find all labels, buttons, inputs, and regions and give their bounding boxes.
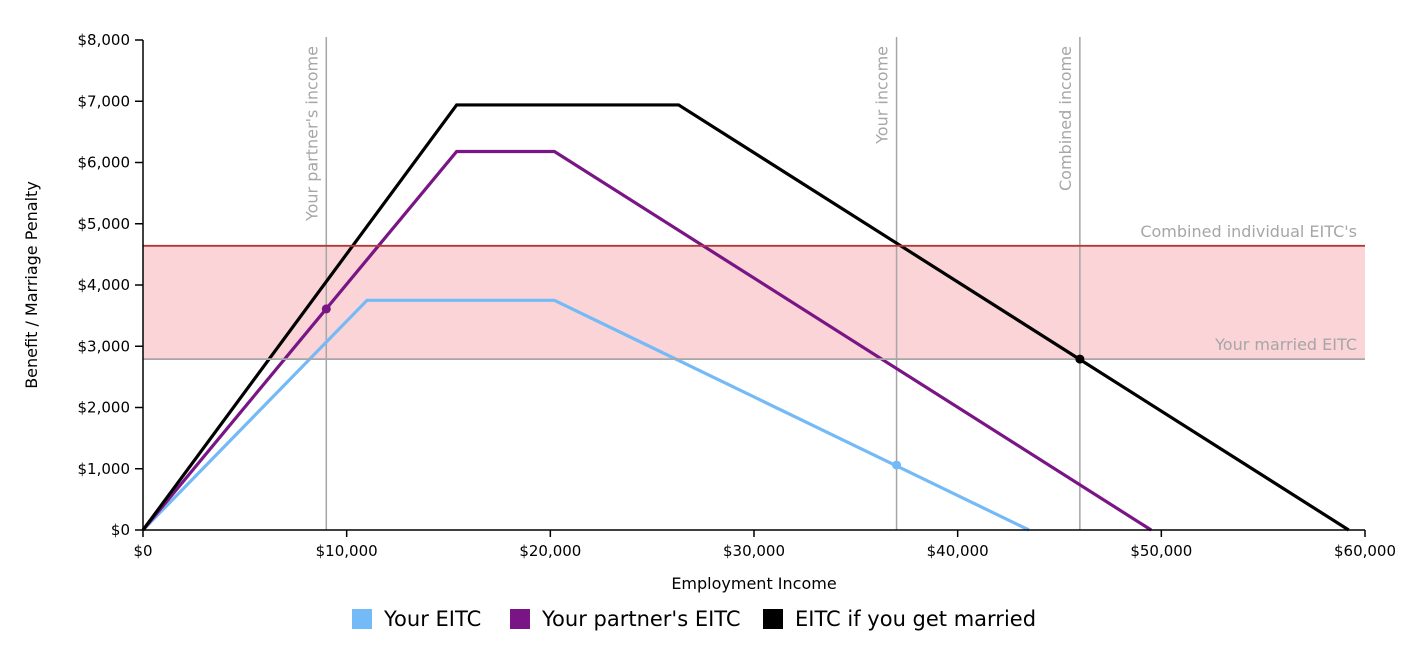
horizontal-reference-label-0: Combined individual EITC's: [1140, 222, 1357, 241]
legend-swatch-0: [352, 609, 372, 629]
x-tick-label-3: $30,000: [723, 542, 785, 560]
legend-label-1: Your partner's EITC: [541, 607, 741, 631]
legend-swatch-2: [763, 609, 783, 629]
legend-swatch-1: [510, 609, 530, 629]
label-layer: Your partner's income Your income Combined…: [302, 46, 1357, 354]
x-tick-label-2: $20,000: [519, 542, 581, 560]
legend-label-0: Your EITC: [383, 607, 481, 631]
series-line-0: [141, 298, 1030, 532]
axis-layer: $0 $1,000 $2,000 $3,000 $4,000 $5,000 $6,000 $7…: [78, 31, 1397, 560]
x-axis-title: Employment Income: [671, 574, 836, 593]
series-layer: [141, 103, 1350, 532]
y-tick-label-5: $5,000: [78, 215, 131, 233]
y-tick-label-3: $3,000: [78, 337, 131, 355]
x-tick-label-1: $10,000: [316, 542, 378, 560]
series-line-1: [141, 149, 1153, 532]
x-tick-label-6: $60,000: [1334, 542, 1396, 560]
penalty-band: [143, 245, 1365, 360]
x-tick-label-4: $40,000: [927, 542, 989, 560]
y-tick-label-1: $1,000: [78, 460, 131, 478]
penalty-band-layer: [143, 245, 1365, 360]
y-tick-label-6: $6,000: [78, 154, 131, 172]
horizontal-reference-layer: [143, 244, 1365, 361]
x-tick-label-5: $50,000: [1130, 542, 1192, 560]
marker-layer: [321, 304, 1085, 470]
series-marker-2: [1075, 354, 1085, 364]
y-axis-title: Benefit / Marriage Penalty: [22, 181, 41, 389]
series-line-2: [141, 103, 1350, 532]
vertical-reference-label-2: Combined income: [1056, 46, 1075, 191]
x-tick-label-0: $0: [133, 542, 152, 560]
vertical-reference-label-1: Your income: [873, 46, 892, 145]
y-tick-label-2: $2,000: [78, 399, 131, 417]
series-marker-1: [321, 304, 331, 314]
y-tick-label-8: $8,000: [78, 31, 131, 49]
y-tick-label-7: $7,000: [78, 92, 131, 110]
legend-label-2: EITC if you get married: [795, 607, 1036, 631]
y-tick-label-4: $4,000: [78, 276, 131, 294]
legend: Your EITC Your partner's EITC EITC if you …: [352, 607, 1036, 631]
series-marker-0: [892, 460, 902, 470]
horizontal-reference-label-1: Your married EITC: [1214, 335, 1357, 354]
vertical-reference-label-0: Your partner's income: [302, 46, 321, 222]
y-tick-label-0: $0: [111, 521, 130, 539]
